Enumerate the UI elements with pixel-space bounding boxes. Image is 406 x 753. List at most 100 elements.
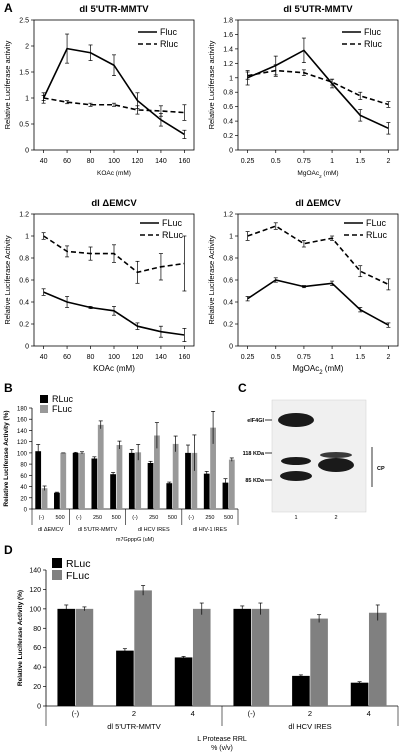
y-tick-label: 0 xyxy=(25,148,29,155)
y-tick-label: 180 xyxy=(17,407,28,413)
x-axis-label: m7GpppG (uM) xyxy=(116,537,154,543)
x-tick-label: 140 xyxy=(155,354,167,361)
bar-rluc xyxy=(128,452,135,509)
x-axis-label: KOAc (mM) xyxy=(97,170,131,177)
bar-rluc xyxy=(350,682,369,706)
y-tick-label: 1.6 xyxy=(223,32,233,39)
y-tick-label: 0 xyxy=(25,344,29,351)
legend-label: FLuc xyxy=(66,570,89,582)
x-tick-label: 0.25 xyxy=(241,354,255,361)
bar-chart-D: 0 20 40 60 80 100 120 140 Relative Luciferase Ac… xyxy=(17,558,399,752)
x-tick-label: 160 xyxy=(179,158,191,165)
y-tick-label: 0.6 xyxy=(19,278,29,285)
x-tick-label: 40 xyxy=(40,354,48,361)
series-line-rluc xyxy=(247,69,389,106)
blot-band-eif4gi xyxy=(278,413,314,427)
y-tick-label: 80 xyxy=(33,626,41,633)
legend-label: Fluc xyxy=(364,27,382,37)
x-category-label: 2 xyxy=(132,709,136,718)
y-tick-label: 1.8 xyxy=(223,18,233,25)
bar-rluc xyxy=(292,675,310,706)
y-tick-label: 100 xyxy=(17,451,28,457)
group-label: dl HCV IRES xyxy=(138,527,170,533)
bar-rluc xyxy=(174,657,193,706)
x-category-label: 4 xyxy=(367,709,371,718)
legend-label: RLuc xyxy=(52,394,74,404)
y-tick-label: 20 xyxy=(20,496,27,502)
y-tick-label: 1 xyxy=(25,96,29,103)
y-tick-label: 120 xyxy=(29,587,41,594)
x-tick-label: 60 xyxy=(63,158,71,165)
x-tick-label: 0.5 xyxy=(271,354,281,361)
bar-fluc xyxy=(191,452,198,509)
y-tick-label: 20 xyxy=(33,684,41,691)
bar-fluc xyxy=(79,452,85,509)
legend-label: RLuc xyxy=(366,230,388,240)
y-tick-label: 1.2 xyxy=(223,212,233,219)
y-tick-label: 0.8 xyxy=(223,90,233,97)
bar-rluc xyxy=(222,482,229,509)
western-blot: eIF4GI 118 KDa 85 KDa CP 1 2 xyxy=(243,399,385,521)
y-tick-label: 1 xyxy=(25,234,29,241)
blot-marker-label: 118 KDa xyxy=(243,451,265,457)
y-tick-label: 0.4 xyxy=(19,300,29,307)
x-category-label: 500 xyxy=(112,515,121,521)
legend-label: RLuc xyxy=(162,230,184,240)
y-tick-label: 1 xyxy=(229,234,233,241)
chart-title: dl 5'UTR-MMTV xyxy=(79,4,149,15)
bar-rluc xyxy=(35,451,42,509)
cp-label: CP xyxy=(377,466,385,472)
y-tick-label: 0 xyxy=(229,148,233,155)
y-tick-label: 0 xyxy=(229,344,233,351)
bar-rluc xyxy=(91,458,98,509)
y-tick-label: 0.5 xyxy=(19,122,29,129)
chart-title: dl 5'UTR-MMTV xyxy=(283,4,353,15)
x-tick-label: 1.5 xyxy=(355,354,365,361)
bar-fluc xyxy=(60,452,67,509)
bar-fluc xyxy=(192,608,211,706)
y-tick-label: 0.2 xyxy=(19,322,29,329)
legend-swatch xyxy=(52,570,62,580)
line-chart-A3: dl ΔEMCV 0 0.2 0.4 0.6 0.8 1 1.2 40 60 80 100 120 140… xyxy=(3,198,195,373)
x-category-label: 250 xyxy=(205,515,214,521)
bar-fluc xyxy=(134,590,152,706)
legend-label: FLuc xyxy=(52,404,73,414)
x-tick-label: 0.25 xyxy=(241,158,255,165)
y-tick-label: 0.2 xyxy=(223,133,233,140)
y-tick-label: 0.6 xyxy=(223,278,233,285)
legend-swatch xyxy=(40,395,48,403)
panel-letter-C: C xyxy=(238,381,247,395)
legend-label: FLuc xyxy=(162,218,183,228)
blot-band-lane2-cp-upper xyxy=(320,452,352,458)
x-category-label: 250 xyxy=(149,515,158,521)
y-tick-label: 80 xyxy=(20,463,27,469)
bar-fluc xyxy=(116,445,123,509)
y-axis-label: Relative Luciferase Activity (%) xyxy=(3,410,10,506)
blot-band-lane1-cp-lower xyxy=(280,471,312,481)
panel-letter-D: D xyxy=(4,543,13,557)
y-tick-label: 0 xyxy=(24,508,28,514)
y-axis-label: Relative Luciferase activity xyxy=(207,40,216,129)
series-line-rluc xyxy=(247,225,389,286)
x-category-label: 4 xyxy=(191,709,195,718)
group-label: dl ΔEMCV xyxy=(38,527,64,533)
x-tick-label: 100 xyxy=(108,354,120,361)
x-axis-label: % (v/v) xyxy=(211,745,233,752)
legend-label: Fluc xyxy=(160,27,178,37)
panel-letter-B: B xyxy=(4,381,13,395)
bar-fluc xyxy=(75,608,94,706)
x-tick-label: 80 xyxy=(87,158,95,165)
group-label: dl HCV IRES xyxy=(288,722,331,731)
series-line-fluc xyxy=(247,49,389,130)
x-category-label: 500 xyxy=(168,515,177,521)
bar-fluc xyxy=(310,618,328,706)
x-category-label: (-) xyxy=(76,515,82,521)
x-tick-label: 100 xyxy=(108,158,120,165)
x-category-label: (-) xyxy=(39,515,45,521)
series-line-fluc xyxy=(247,279,389,326)
x-tick-label: 40 xyxy=(40,158,48,165)
line-chart-A1: dl 5'UTR-MMTV 0 0.5 1 1.5 2 2.5 40 60 80 100 120 140… xyxy=(3,4,195,177)
legend-swatch xyxy=(40,405,48,413)
y-tick-label: 60 xyxy=(20,474,27,480)
y-tick-label: 2 xyxy=(25,44,29,51)
